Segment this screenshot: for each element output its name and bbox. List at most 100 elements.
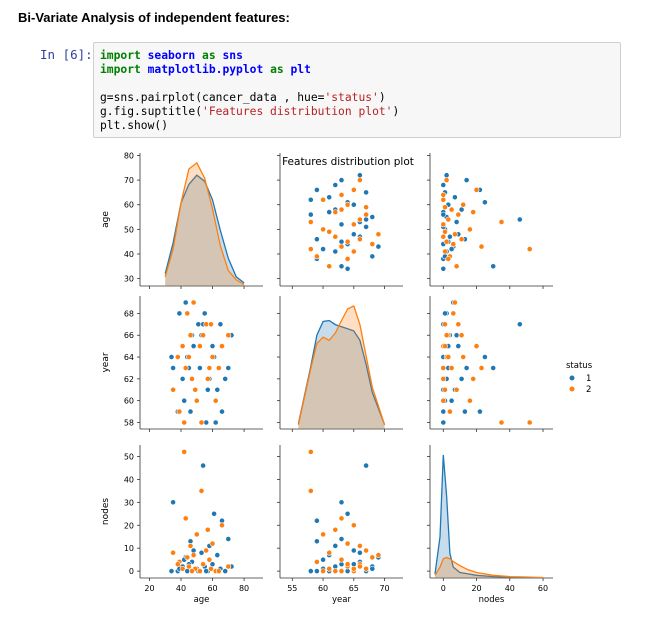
- scatter-point: [443, 177, 450, 183]
- x-tick-label: 20: [144, 584, 154, 593]
- scatter-point: [451, 231, 458, 238]
- x-tick-label: 60: [318, 584, 328, 593]
- scatter-point: [356, 542, 363, 549]
- scatter-point: [212, 419, 219, 426]
- scatter-point: [182, 515, 189, 522]
- scatter-point: [181, 419, 188, 426]
- kde-fill: [298, 305, 385, 429]
- scatter-point: [458, 332, 465, 339]
- scatter-point: [332, 233, 339, 240]
- scatter-point: [356, 216, 363, 223]
- scatter-point: [440, 375, 447, 382]
- scatter-point: [363, 565, 369, 572]
- scatter-point: [326, 228, 333, 235]
- code-cell[interactable]: import seaborn as sns import matplotlib.p…: [93, 42, 621, 138]
- scatter-point: [344, 256, 351, 262]
- kde-line: [297, 319, 386, 426]
- scatter-point: [206, 556, 213, 563]
- scatter-point: [356, 172, 363, 179]
- scatter-point: [440, 211, 447, 218]
- scatter-point: [338, 263, 345, 270]
- scatter-point: [222, 375, 229, 382]
- y-tick-label: 40: [124, 250, 134, 259]
- y-tick-label: 10: [124, 544, 134, 553]
- scatter-point: [375, 552, 382, 558]
- code-line: g=sns.pairplot(cancer_data , hue='status…: [100, 91, 399, 105]
- scatter-point: [174, 561, 181, 568]
- scatter-point: [214, 386, 221, 393]
- scatter-point: [208, 565, 214, 572]
- y-axis-label: year: [101, 352, 111, 372]
- scatter-point: [448, 206, 455, 213]
- code-token: [141, 63, 148, 76]
- scatter-point: [338, 499, 345, 506]
- x-axis-label: year: [332, 595, 351, 605]
- scatter-point: [451, 194, 458, 201]
- scatter-point: [181, 397, 188, 404]
- scatter-point: [225, 332, 232, 339]
- y-tick-label: 30: [124, 275, 134, 284]
- scatter-point: [203, 568, 210, 574]
- scatter-point: [453, 386, 460, 393]
- scatter-point: [326, 549, 333, 556]
- scatter-point: [526, 246, 533, 252]
- scatter-point: [363, 204, 369, 211]
- y-tick-label: 62: [124, 375, 134, 384]
- scatter-point: [225, 563, 232, 570]
- code-token: as: [202, 49, 216, 62]
- scatter-point: [344, 561, 351, 568]
- scatter-point: [445, 216, 452, 223]
- code-token: g.fig.suptitle(: [100, 105, 203, 118]
- scatter-point: [203, 547, 210, 554]
- kde-line: [434, 454, 544, 579]
- scatter-point: [363, 189, 369, 196]
- scatter-point: [313, 568, 320, 574]
- scatter-point: [442, 310, 448, 317]
- scatter-point: [320, 531, 326, 538]
- kde-line: [164, 161, 245, 286]
- scatter-point: [215, 568, 222, 574]
- scatter-point: [338, 206, 345, 213]
- y-tick-label: 30: [124, 498, 134, 507]
- scatter-point: [442, 228, 448, 235]
- scatter-point: [186, 563, 192, 570]
- scatter-point: [448, 397, 455, 404]
- scatter-point: [181, 448, 188, 455]
- scatter-point: [481, 199, 488, 206]
- code-line: import seaborn as sns: [100, 49, 399, 63]
- scatter-point: [440, 419, 447, 426]
- scatter-point: [460, 354, 467, 360]
- scatter-point: [168, 354, 175, 360]
- x-axis-label: nodes: [479, 595, 505, 605]
- kde-line: [434, 556, 544, 579]
- scatter-point: [356, 236, 363, 243]
- y-tick-label: 20: [124, 521, 134, 530]
- scatter-point: [187, 542, 194, 549]
- code-editor[interactable]: import seaborn as sns import matplotlib.p…: [100, 49, 399, 133]
- scatter-point: [453, 332, 460, 339]
- scatter-point: [455, 211, 462, 218]
- scatter-point: [460, 201, 467, 208]
- y-axis-label: nodes: [101, 498, 111, 525]
- y-tick-label: 50: [124, 225, 134, 234]
- scatter-point: [195, 321, 202, 328]
- scatter-point: [455, 321, 462, 328]
- scatter-point: [338, 221, 345, 228]
- scatter-point: [225, 365, 232, 371]
- x-tick-label: 40: [505, 584, 515, 593]
- scatter-point: [174, 354, 181, 360]
- scatter-point: [455, 343, 462, 349]
- scatter-point: [209, 354, 216, 360]
- scatter-point: [320, 196, 326, 203]
- scatter-point: [326, 565, 333, 572]
- scatter-point: [473, 187, 480, 193]
- scatter-point: [440, 182, 447, 188]
- scatter-point: [182, 299, 189, 306]
- legend-label: 1: [586, 374, 591, 384]
- scatter-point: [440, 408, 447, 415]
- pairplot-figure: 304050607080age586062646668year010203040…: [101, 151, 593, 605]
- scatter-point: [453, 263, 460, 270]
- scatter-point: [320, 556, 326, 563]
- scatter-point: [184, 554, 191, 561]
- scatter-point: [442, 386, 448, 393]
